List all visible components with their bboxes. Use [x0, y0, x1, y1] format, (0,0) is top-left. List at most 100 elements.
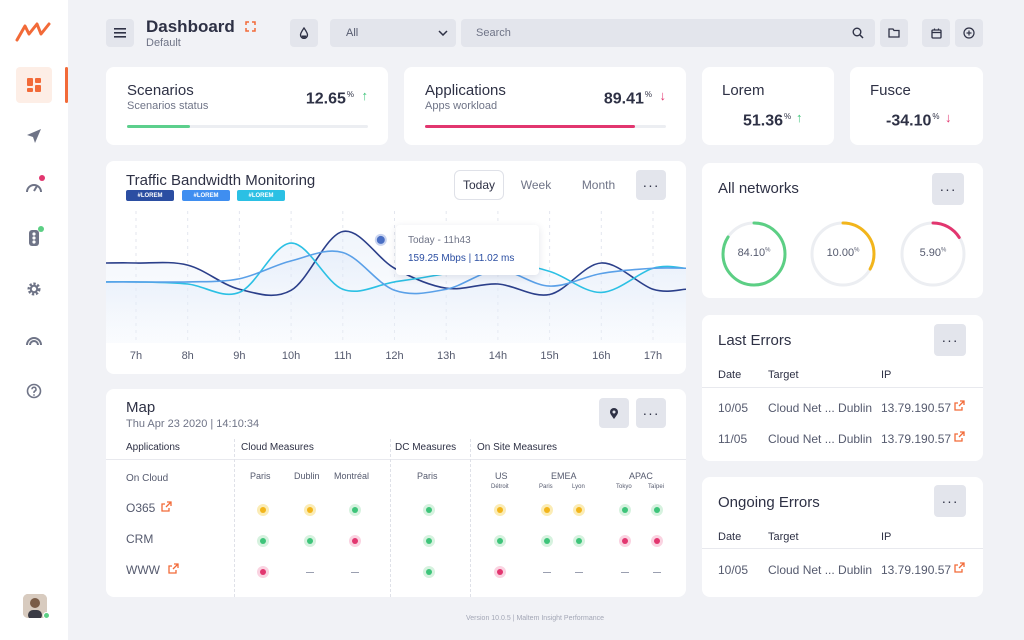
search-icon — [852, 27, 864, 39]
series-area — [106, 251, 686, 343]
kpi-title: Applications — [425, 82, 506, 99]
table-row[interactable]: 11/05 Cloud Net ... Dublin 13.79.190.57 — [702, 425, 983, 453]
ongoing-errors-more-button[interactable]: ··· — [934, 485, 966, 517]
col-ip: IP — [881, 531, 892, 543]
more-icon: ··· — [941, 332, 959, 348]
menu-button[interactable] — [106, 19, 134, 47]
row-date: 11/05 — [718, 432, 748, 446]
folder-button[interactable] — [880, 19, 908, 47]
gear-icon — [27, 282, 41, 296]
status-dot — [257, 504, 269, 516]
last-errors-card: Last Errors ··· Date Target IP 10/05 Clo… — [702, 315, 983, 461]
table-row[interactable]: 10/05 Cloud Net ... Dublin 13.79.190.57 — [702, 555, 983, 583]
status-none — [543, 572, 551, 573]
add-button[interactable] — [955, 19, 983, 47]
x-tick-label: 15h — [540, 350, 559, 362]
series-line[interactable] — [106, 242, 686, 296]
divider — [234, 439, 235, 597]
kpi-card-lorem: Lorem 51.36% ↑ — [702, 67, 834, 145]
app-name[interactable]: CRM — [126, 532, 154, 546]
nav-settings[interactable] — [16, 271, 52, 307]
external-link-icon[interactable] — [168, 563, 179, 574]
highlight-point[interactable] — [376, 235, 385, 244]
map-location-button[interactable] — [599, 398, 629, 428]
status-dot — [304, 535, 316, 547]
network-ring-label: 10.00% — [826, 247, 860, 259]
x-tick-label: 14h — [488, 350, 508, 362]
x-tick-label: 13h — [437, 350, 456, 362]
external-link-icon[interactable] — [954, 400, 965, 411]
traffic-tag[interactable]: #LOREM — [237, 190, 285, 201]
col-cloud-measures: Cloud Measures — [241, 442, 314, 453]
traffic-tag[interactable]: #LOREM — [182, 190, 230, 201]
kpi-subtitle: Apps workload — [425, 100, 498, 112]
nav-navigation[interactable] — [16, 118, 52, 154]
status-dot — [619, 535, 631, 547]
kpi-card-fusce: Fusce -34.10% ↓ — [850, 67, 983, 145]
calendar-icon — [930, 28, 942, 39]
traffic-title: Traffic Bandwidth Monitoring — [126, 172, 316, 189]
status-dot — [423, 566, 435, 578]
x-tick-label: 10h — [281, 350, 301, 362]
networks-more-button[interactable]: ··· — [932, 173, 964, 205]
status-dot — [349, 504, 361, 516]
series-line[interactable] — [106, 230, 686, 297]
external-link-icon[interactable] — [161, 501, 172, 512]
traffic-more-button[interactable]: ··· — [636, 170, 666, 200]
map-more-button[interactable]: ··· — [636, 398, 666, 428]
networks-title: All networks — [718, 180, 799, 197]
theme-button[interactable] — [290, 19, 318, 47]
app-name[interactable]: WWW — [126, 563, 160, 577]
row-ip: 13.79.190.57 — [881, 563, 952, 577]
x-tick-label: 8h — [181, 350, 194, 362]
nav-performance[interactable] — [16, 169, 52, 205]
nav-signal[interactable] — [16, 322, 52, 358]
more-icon: ··· — [939, 181, 957, 197]
search-bar[interactable]: Search — [461, 19, 875, 47]
col-onsite-measures: On Site Measures — [477, 442, 558, 453]
region-label: APAC — [629, 471, 653, 481]
status-dot — [423, 504, 435, 516]
city-label: Paris — [250, 471, 271, 481]
region-label: EMEA — [551, 471, 577, 481]
traffic-tag[interactable]: #LOREM — [126, 190, 174, 201]
kpi-value: 51.36% — [743, 112, 792, 130]
site-label: Détroit — [491, 484, 509, 490]
map-subtitle: Thu Apr 23 2020 | 14:10:34 — [126, 418, 260, 430]
tab-week[interactable]: Week — [520, 178, 552, 192]
nav-traffic[interactable] — [16, 220, 52, 256]
folder-icon — [888, 28, 900, 38]
app-name[interactable]: O365 — [126, 501, 156, 515]
status-dot — [494, 535, 506, 547]
nav-dashboard[interactable] — [16, 67, 52, 103]
status-dot — [257, 566, 269, 578]
arrow-down-icon: ↓ — [945, 110, 952, 125]
series-line[interactable] — [106, 250, 686, 295]
nav-help[interactable] — [16, 373, 52, 409]
col-date: Date — [718, 531, 742, 543]
tooltip-value: 159.25 Mbps | 11.02 ms — [408, 253, 515, 264]
arrow-up-icon: ↑ — [361, 88, 369, 103]
kpi-title: Scenarios — [127, 82, 194, 99]
tab-today[interactable]: Today — [454, 170, 504, 200]
col-dc-measures: DC Measures — [395, 442, 457, 453]
ongoing-errors-title: Ongoing Errors — [718, 494, 820, 511]
tab-month[interactable]: Month — [581, 178, 616, 192]
user-status-indicator — [43, 612, 50, 619]
external-link-icon[interactable] — [954, 431, 965, 442]
external-link-icon[interactable] — [954, 562, 965, 573]
col-date: Date — [718, 369, 742, 381]
site-label: Tokyo — [616, 484, 632, 490]
fullscreen-icon[interactable] — [245, 21, 256, 35]
arrow-down-icon: ↓ — [659, 88, 667, 103]
traffic-light-icon — [29, 230, 39, 246]
arrow-up-icon: ↑ — [796, 110, 803, 125]
x-tick-label: 7h — [129, 350, 143, 362]
table-row[interactable]: 10/05 Cloud Net ... Dublin 13.79.190.57 — [702, 393, 983, 421]
x-tick-label: 9h — [233, 350, 246, 362]
last-errors-more-button[interactable]: ··· — [934, 324, 966, 356]
network-ring — [900, 221, 966, 287]
nav-active-indicator — [65, 67, 68, 103]
calendar-button[interactable] — [922, 19, 950, 47]
filter-select[interactable]: All — [330, 19, 456, 47]
